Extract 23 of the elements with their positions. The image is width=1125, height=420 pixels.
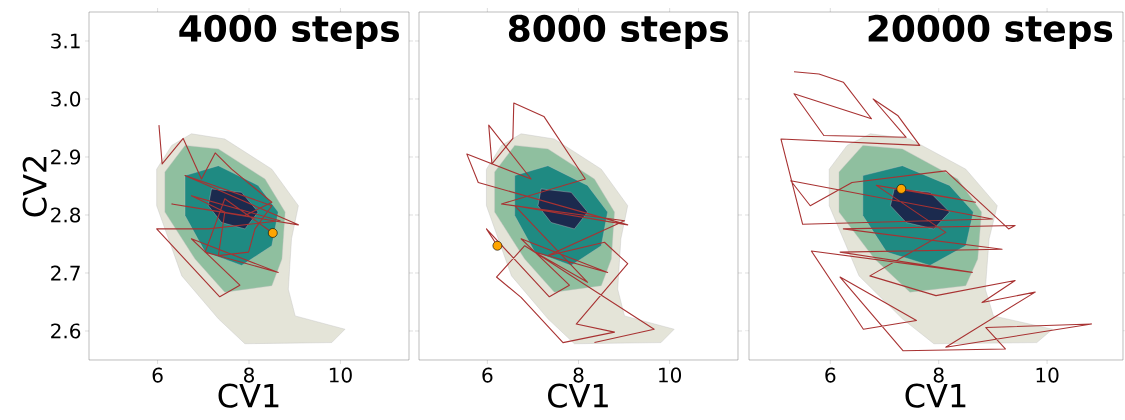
x-tick-label: 6 [825, 367, 836, 383]
x-axis-title: CV1 [548, 383, 608, 408]
x-axis-title: CV1 [218, 383, 279, 408]
chart-title: 20000 steps [868, 14, 1113, 49]
x-tick-label: 8 [933, 367, 944, 383]
y-tick-label: 2.9 [51, 149, 81, 165]
y-tick-label: 3.1 [51, 33, 80, 49]
y-axis-title: CV2 [22, 156, 47, 217]
x-tick-label: 8 [573, 367, 584, 383]
chart-title: 4000 steps [179, 14, 399, 49]
x-axis-title: CV1 [905, 383, 966, 408]
x-tick-label: 10 [1036, 367, 1059, 383]
x-tick-label: 10 [329, 367, 352, 383]
x-tick-label: 6 [482, 367, 493, 383]
y-tick-label: 2.8 [51, 207, 81, 223]
x-tick-label: 8 [244, 367, 254, 383]
y-tick-label: 2.6 [51, 323, 81, 339]
line-series [156, 124, 299, 298]
x-tick-label: 6 [152, 367, 163, 383]
y-tick-label: 2.7 [51, 265, 80, 281]
x-tick-label: 10 [659, 367, 682, 383]
y-tick-label: 3.0 [51, 91, 81, 107]
chart-title: 8000 steps [508, 14, 728, 49]
